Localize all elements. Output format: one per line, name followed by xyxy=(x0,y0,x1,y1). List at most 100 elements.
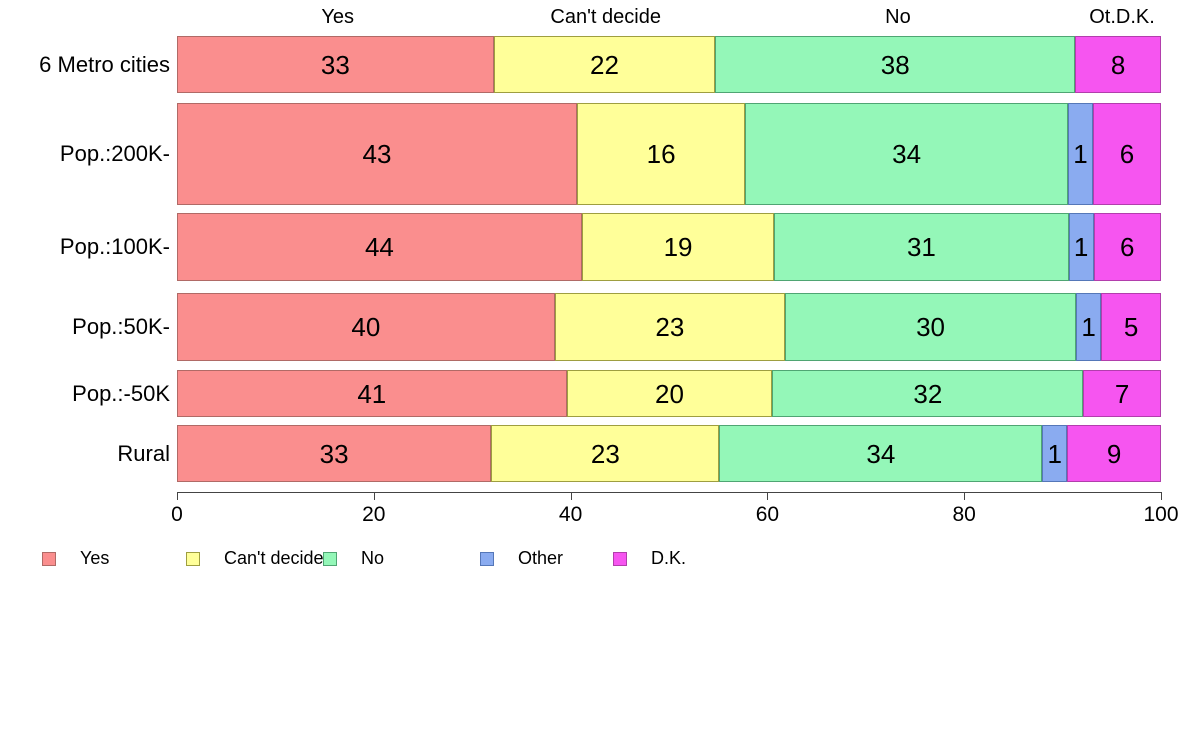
x-tick-label: 40 xyxy=(558,503,583,526)
legend-item: No xyxy=(323,548,384,569)
x-tick xyxy=(1161,492,1162,500)
legend-swatch xyxy=(42,551,56,566)
segment-value: 30 xyxy=(916,312,945,342)
x-tick xyxy=(177,492,178,500)
x-tick-label: 0 xyxy=(171,503,183,526)
bar-segment: 1 xyxy=(1067,103,1094,205)
bar-segment: 32 xyxy=(772,370,1084,417)
bar-segment: 8 xyxy=(1075,36,1161,93)
legend-item: Other xyxy=(480,548,563,569)
column-header: Yes xyxy=(321,6,355,28)
bar-row: 44 19 31 1 6 xyxy=(177,213,1161,281)
bar-row: 40 23 30 1 5 xyxy=(177,293,1161,361)
segment-value: 16 xyxy=(646,139,676,169)
bar-segment: 30 xyxy=(785,293,1077,361)
bar-segment: 20 xyxy=(566,370,773,417)
segment-value: 34 xyxy=(866,438,896,469)
x-tick-label: 80 xyxy=(952,503,976,526)
segment-value: 32 xyxy=(913,378,943,409)
segment-value: 5 xyxy=(1123,312,1139,342)
bar-segment: 44 xyxy=(177,213,582,281)
row-label: Pop.:200K- xyxy=(59,141,170,166)
segment-value: 1 xyxy=(1047,438,1062,469)
row-label: 6 Metro cities xyxy=(39,51,170,77)
segment-value: 41 xyxy=(357,378,387,409)
bar-segment: 33 xyxy=(177,36,494,93)
x-axis xyxy=(177,492,1162,493)
bar-row: 33 22 38 8 xyxy=(177,36,1161,93)
bar-segment: 38 xyxy=(715,36,1076,93)
x-tick-label: 20 xyxy=(362,503,386,526)
segment-value: 20 xyxy=(655,378,684,409)
segment-value: 33 xyxy=(319,438,349,469)
x-tick-label: 100 xyxy=(1143,503,1179,526)
bar-segment: 40 xyxy=(177,293,555,361)
legend-label: No xyxy=(361,548,385,568)
legend-label: D.K. xyxy=(651,548,687,568)
bar-segment: 7 xyxy=(1083,370,1161,417)
legend-label: Can't decide xyxy=(224,548,324,568)
segment-value: 43 xyxy=(362,139,392,169)
segment-value: 6 xyxy=(1120,232,1135,262)
segment-value: 31 xyxy=(906,232,936,262)
bar-segment: 23 xyxy=(554,293,786,361)
segment-value: 6 xyxy=(1119,139,1135,169)
bar-segment: 1 xyxy=(1076,293,1102,361)
bar-segment: 43 xyxy=(177,103,577,205)
segment-value: 38 xyxy=(880,49,910,80)
row-label: Pop.:-50K xyxy=(72,380,170,406)
bar-segment: 6 xyxy=(1093,213,1161,281)
x-tick xyxy=(964,492,966,500)
bar-segment: 5 xyxy=(1101,293,1161,361)
bar-segment: 19 xyxy=(581,213,775,281)
legend-swatch xyxy=(323,551,337,566)
segment-value: 44 xyxy=(364,232,394,262)
segment-value: 1 xyxy=(1081,312,1096,342)
x-tick xyxy=(767,492,769,500)
legend-item: Can't decide xyxy=(186,548,324,569)
segment-value: 9 xyxy=(1106,438,1122,469)
x-tick xyxy=(570,492,572,500)
legend-label: Yes xyxy=(80,548,110,568)
legend-swatch xyxy=(613,551,627,566)
bar-row: 41 20 32 7 xyxy=(177,370,1161,417)
bar-segment: 9 xyxy=(1067,425,1161,482)
legend-label: Other xyxy=(518,548,564,568)
segment-value: 33 xyxy=(320,49,350,80)
segment-value: 40 xyxy=(351,312,381,342)
segment-value: 23 xyxy=(590,438,620,469)
legend-item: D.K. xyxy=(613,548,686,569)
row-label: Pop.:100K- xyxy=(59,234,170,259)
segment-value: 7 xyxy=(1114,378,1130,409)
row-label: Pop.:50K- xyxy=(72,314,170,339)
bar-row: 33 23 34 1 9 xyxy=(177,425,1161,482)
legend-swatch xyxy=(186,551,200,566)
bar-segment: 6 xyxy=(1093,103,1161,205)
legend-item: Yes xyxy=(42,548,109,569)
bar-segment: 22 xyxy=(493,36,716,93)
column-header: Ot.D.K. xyxy=(1089,6,1155,28)
bar-row: 43 16 34 1 6 xyxy=(177,103,1161,205)
segment-value: 1 xyxy=(1073,232,1089,262)
bar-segment: 31 xyxy=(774,213,1069,281)
x-tick xyxy=(373,492,375,500)
segment-value: 22 xyxy=(590,49,619,80)
column-header: No xyxy=(885,6,911,28)
segment-value: 8 xyxy=(1110,49,1126,80)
x-tick-label: 60 xyxy=(755,503,780,526)
segment-value: 23 xyxy=(655,312,685,342)
segment-value: 1 xyxy=(1073,139,1088,169)
bar-segment: 1 xyxy=(1042,425,1068,482)
bar-segment: 34 xyxy=(719,425,1043,482)
bar-segment: 23 xyxy=(491,425,720,482)
bar-segment: 41 xyxy=(177,370,567,417)
segment-value: 19 xyxy=(663,232,693,262)
bar-segment: 16 xyxy=(576,103,746,205)
bar-segment: 34 xyxy=(745,103,1068,205)
segment-value: 34 xyxy=(892,139,922,169)
bar-segment: 1 xyxy=(1068,213,1094,281)
column-header: Can't decide xyxy=(550,6,661,28)
bar-segment: 33 xyxy=(177,425,492,482)
legend-swatch xyxy=(480,551,494,566)
